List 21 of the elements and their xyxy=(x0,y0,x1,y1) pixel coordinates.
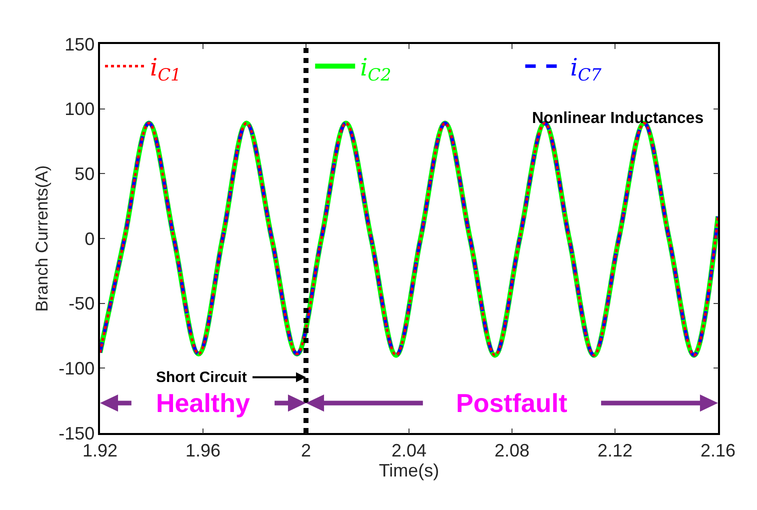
x-tick-label: 2.04 xyxy=(391,440,427,460)
y-tick-label: 150 xyxy=(64,34,95,54)
x-axis-title: Time(s) xyxy=(378,460,440,480)
y-axis-title: Branch Currents(A) xyxy=(32,165,52,312)
legend-label: i$_{C1}$ xyxy=(150,53,182,84)
y-tick-label: -50 xyxy=(68,294,95,314)
annotation: Postfault xyxy=(456,388,568,418)
y-tick-label: -100 xyxy=(58,358,95,378)
annotation: Nonlinear Inductances xyxy=(532,110,704,127)
y-tick-label: 100 xyxy=(64,99,95,120)
legend-label: i$_{C2}$ xyxy=(360,53,392,84)
annotation: Healthy xyxy=(156,388,250,418)
x-tick-label: 2.12 xyxy=(597,440,633,460)
x-tick-label: 2.08 xyxy=(494,440,530,460)
x-tick-label: 2.16 xyxy=(700,440,736,460)
legend-label: i$_{C7}$ xyxy=(570,53,602,84)
x-tick-label: 1.96 xyxy=(185,440,221,460)
annotation: Short Circuit xyxy=(156,369,247,386)
x-tick-label: 2 xyxy=(300,440,312,460)
y-tick-label: 0 xyxy=(84,228,95,249)
y-tick-label: 50 xyxy=(74,164,95,184)
